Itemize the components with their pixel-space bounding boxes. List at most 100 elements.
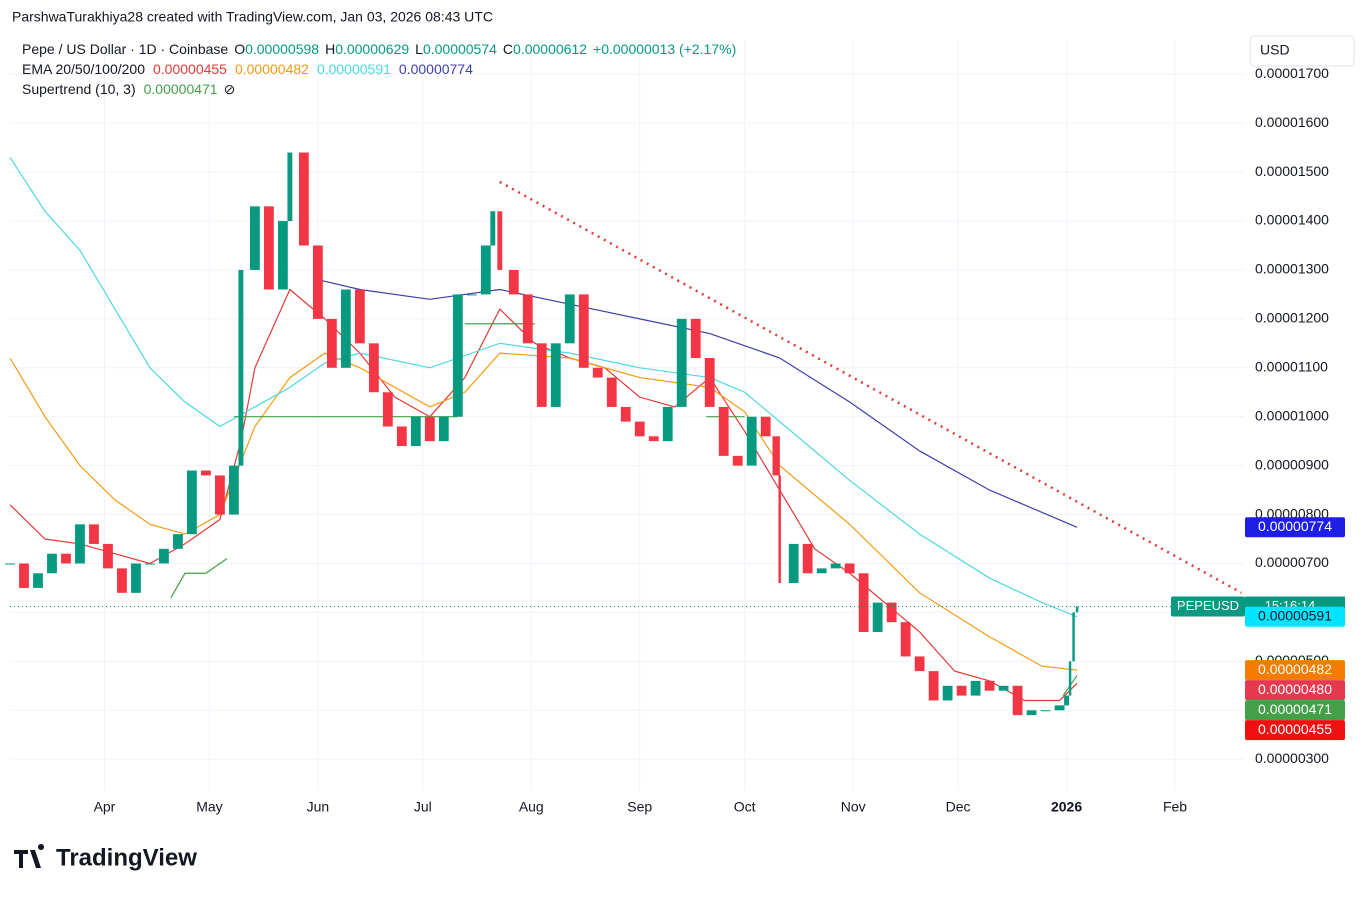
candle [298,152,309,246]
legend-item: L [415,41,423,57]
y-tick-label: 0.00001400 [1255,212,1329,228]
candle [61,553,71,564]
candle [760,416,771,437]
candle [1068,661,1072,696]
y-tick-label: 0.00000800 [1255,505,1329,521]
y-tick-label: 0.00000700 [1255,554,1329,570]
candle [830,563,841,569]
candle [648,436,659,442]
candle [47,553,57,574]
candle [772,436,780,476]
candle [788,543,799,584]
candle [942,685,953,701]
legend-item: 0.00000612 [513,41,587,57]
candle [250,206,260,270]
legend-item: EMA 20/50/100/200 [22,61,145,77]
currency-box[interactable] [1249,35,1355,67]
candle [354,289,365,344]
y-tick-label: 0.00001100 [1255,358,1328,374]
candle [690,318,701,359]
candle [676,318,687,407]
x-tick-label: Aug [519,799,544,815]
legend-item: 0.00000574 [423,41,497,57]
legend-item: C [503,41,513,57]
candle [480,245,491,295]
currency[interactable]: USD [1260,42,1290,58]
candle [263,206,274,290]
legend-item: +0.00000013 (+2.17%) [593,41,736,57]
legend-item: O [234,41,245,57]
x-tick-label: Jul [414,799,432,815]
candle [564,294,575,344]
y-tick-label: 0.00001300 [1255,261,1329,277]
candle [287,152,293,222]
candle [340,289,351,368]
price-tag-text: 0.00000482 [1258,661,1332,677]
price-tag [1245,680,1345,701]
candle [33,573,43,588]
supertrend-line [170,323,1078,696]
price-tag-text: 0.00000774 [1258,518,1332,534]
x-tick-label: Dec [946,799,971,815]
candle [998,685,1009,691]
candle [382,392,393,427]
y-tick-label: 0.00000900 [1255,456,1329,472]
y-tick-label: 0.00000300 [1255,750,1329,766]
legend-item: 0.00000774 [399,61,473,77]
credit: ParshwaTurakhiya28 created with TradingV… [12,9,493,25]
candle [914,656,925,672]
price-tag-text: 0.00000480 [1258,681,1332,697]
candle [522,294,533,344]
legend-item: Pepe / US Dollar · 1D · Coinbase [22,41,228,57]
price-tag [1245,606,1345,627]
candle [396,426,407,447]
candle [497,211,503,270]
candle [508,269,519,295]
ema-line [317,279,1078,528]
candle [900,622,911,657]
candle [490,211,496,246]
price-tag [1245,660,1345,681]
candle [1026,710,1037,716]
legend-item: 0.00000455 [153,61,227,77]
trendline [499,180,1243,594]
candle [634,421,645,437]
y-tick-label: 0.00001000 [1255,407,1329,423]
x-tick-label: Feb [1163,799,1187,815]
candle [662,406,673,442]
symbol-tag [1171,596,1245,617]
candle [201,470,211,476]
candle [1072,612,1075,662]
logo-icon [14,844,45,868]
candle [704,358,715,407]
candle [746,416,757,466]
y-tick-label: 0.00001500 [1255,163,1329,179]
candle [550,343,561,407]
candle [928,671,939,701]
x-tick-label: Jun [307,799,330,815]
candle [145,563,155,565]
candle [732,455,743,466]
candle [984,680,995,691]
candle [103,543,113,569]
legend-item: 0.00000482 [235,61,309,77]
legend-ema: EMA 20/50/100/200 0.00000455 0.00000482 0.0… [22,61,473,77]
candle [858,573,869,632]
candle [970,680,981,696]
price-tag [1245,517,1345,538]
price-tag [1245,720,1345,741]
candle [872,602,883,632]
y-tick-label: 0.00001200 [1255,310,1329,326]
candle [424,416,435,442]
price-tag [1245,700,1345,721]
legend-item: H [325,41,335,57]
candle [75,524,85,564]
candle [89,524,99,544]
legend-supertrend: Supertrend (10, 3) 0.00000471 ⊘ [22,81,235,97]
candle [1054,705,1065,711]
candle [802,543,813,574]
candle [19,563,29,588]
legend-item: 0.00000471 [144,81,218,97]
y-tick-label: 0.00001700 [1255,65,1329,81]
candle [844,563,855,574]
